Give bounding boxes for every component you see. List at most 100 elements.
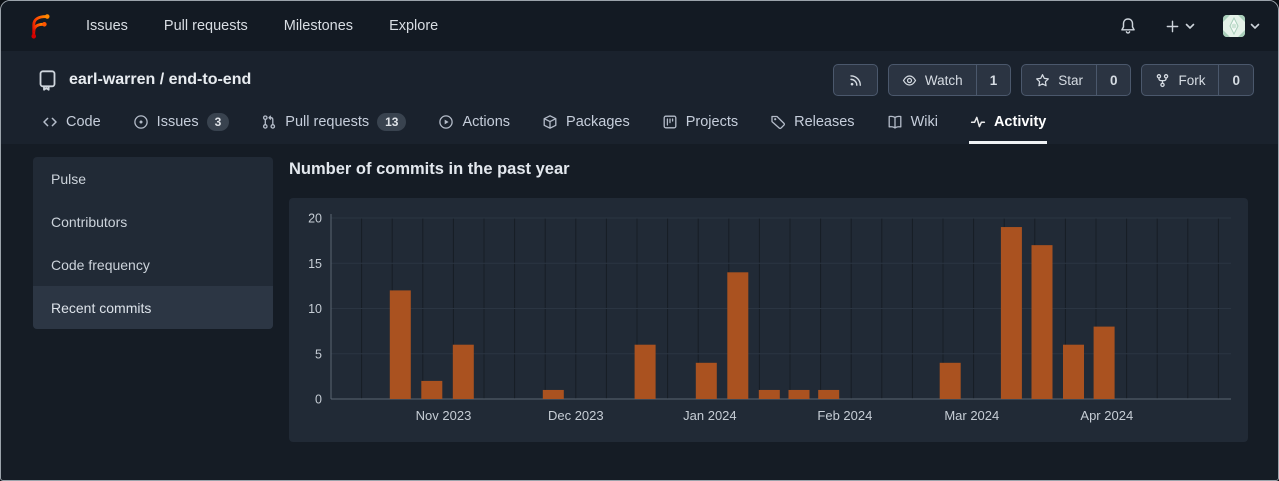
tab-activity[interactable]: Activity [968, 102, 1048, 144]
issue-opened-icon [133, 114, 149, 130]
commit-bar[interactable] [788, 389, 810, 399]
eye-icon [902, 74, 917, 86]
commits-bar-chart: 0 5 10 15 20 Nov 2023 Dec 2023 Jan 2024 Feb 2024… [308, 212, 1231, 423]
commit-bar[interactable] [695, 362, 717, 399]
pull-requests-count-badge: 13 [377, 112, 407, 131]
play-circle-icon [438, 114, 454, 130]
fork-button[interactable]: Fork 0 [1141, 64, 1254, 96]
sidebar-item-code-frequency[interactable]: Code frequency [51, 256, 150, 273]
package-icon [542, 114, 558, 130]
commit-bar[interactable] [452, 344, 474, 399]
rss-feed-button[interactable] [832, 64, 878, 96]
tab-label: Wiki [910, 113, 938, 130]
commits-chart-panel: 0 5 10 15 20 Nov 2023 Dec 2023 Jan 2024 Feb 2024… [289, 198, 1248, 442]
x-axis-month-label: Nov 2023 [416, 408, 472, 423]
commit-bar[interactable] [818, 389, 840, 399]
issues-count-badge: 3 [206, 112, 230, 131]
tab-label: Actions [462, 113, 511, 130]
repo-tabs: Code Issues 3 Pull requests 13 [1, 102, 1278, 144]
chevron-down-icon [1185, 23, 1195, 30]
pull-request-icon [261, 114, 277, 130]
sidebar-item-contributors[interactable]: Contributors [51, 213, 128, 230]
activity-sidebar: Pulse Contributors Code frequency Recent… [33, 157, 273, 329]
repo-title[interactable]: earl-warren / end-to-end [69, 71, 252, 88]
activity-content: Pulse Contributors Code frequency Recent… [1, 144, 1278, 442]
user-menu[interactable] [1223, 15, 1260, 37]
repo-icon [37, 69, 58, 91]
commit-bar[interactable] [1093, 326, 1115, 399]
x-axis-month-label: Mar 2024 [944, 408, 999, 423]
repo-header: earl-warren / end-to-end [1, 51, 1278, 144]
commit-bar[interactable] [1000, 227, 1022, 399]
star-label: Star [1058, 72, 1083, 88]
watch-count[interactable]: 1 [975, 65, 1011, 95]
tab-label: Pull requests [285, 113, 370, 130]
top-navbar: Issues Pull requests Milestones Explore [1, 1, 1278, 51]
commit-bar[interactable] [1031, 245, 1053, 399]
tag-icon [770, 114, 786, 130]
y-axis-tick-label: 10 [308, 302, 322, 316]
fork-icon [1157, 73, 1169, 87]
commit-bar[interactable] [1063, 344, 1084, 399]
fork-count[interactable]: 0 [1218, 65, 1253, 95]
tab-pull-requests[interactable]: Pull requests 13 [260, 102, 407, 144]
x-axis-month-label: Apr 2024 [1080, 408, 1133, 423]
notifications-bell-icon[interactable] [1119, 17, 1137, 35]
main-nav: Issues Pull requests Milestones Explore [86, 18, 438, 34]
y-axis-tick-label: 5 [315, 347, 322, 361]
chart-section: Number of commits in the past year 0 5 10 1… [289, 157, 1248, 442]
forgejo-logo-icon[interactable] [27, 13, 54, 40]
fork-label: Fork [1178, 72, 1206, 88]
y-axis-tick-label: 15 [308, 257, 322, 271]
nav-explore[interactable]: Explore [389, 18, 439, 34]
nav-milestones[interactable]: Milestones [283, 18, 354, 34]
tab-label: Code [66, 113, 101, 130]
commit-bar[interactable] [542, 389, 564, 399]
tab-label: Issues [156, 113, 199, 130]
sidebar-item-pulse[interactable]: Pulse [51, 170, 87, 187]
x-axis-month-label: Dec 2023 [548, 408, 604, 423]
star-button[interactable]: Star 0 [1021, 64, 1132, 96]
pulse-icon [970, 114, 986, 130]
tab-code[interactable]: Code [41, 102, 102, 144]
watch-button[interactable]: Watch 1 [887, 64, 1012, 96]
create-new-button[interactable] [1165, 19, 1195, 34]
star-count[interactable]: 0 [1095, 65, 1131, 95]
navbar-right [1119, 15, 1260, 37]
sidebar-item-recent-commits[interactable]: Recent commits [33, 286, 273, 329]
tab-actions[interactable]: Actions [437, 102, 511, 144]
repo-title-row: earl-warren / end-to-end [1, 51, 1278, 103]
chart-title: Number of commits in the past year [289, 160, 570, 178]
y-axis-tick-label: 20 [308, 212, 322, 226]
nav-pull-requests[interactable]: Pull requests [163, 18, 248, 34]
commit-bar[interactable] [939, 362, 961, 399]
watch-label: Watch [924, 72, 963, 88]
x-axis-month-label: Jan 2024 [683, 408, 737, 423]
project-board-icon [662, 114, 678, 130]
chevron-down-icon [1250, 23, 1260, 30]
tab-issues[interactable]: Issues 3 [132, 102, 231, 144]
x-axis-month-label: Feb 2024 [817, 408, 872, 423]
commit-bar[interactable] [421, 380, 443, 399]
tab-label: Activity [993, 113, 1047, 130]
nav-issues[interactable]: Issues [86, 18, 128, 34]
code-icon [42, 114, 58, 130]
tab-label: Projects [685, 113, 739, 130]
commit-bar[interactable] [727, 272, 749, 399]
star-icon [1036, 73, 1050, 86]
avatar [1223, 15, 1245, 37]
repo-action-buttons: Watch 1 Star 0 [832, 64, 1254, 96]
commit-bar[interactable] [758, 389, 780, 399]
tab-wiki[interactable]: Wiki [886, 102, 939, 144]
rss-icon [834, 65, 877, 95]
plus-icon [1166, 20, 1179, 32]
book-icon [887, 114, 903, 130]
tab-label: Packages [566, 113, 630, 130]
y-axis-tick-label: 0 [315, 393, 322, 407]
tab-projects[interactable]: Projects [661, 102, 739, 144]
commit-bar[interactable] [634, 344, 656, 399]
tab-packages[interactable]: Packages [541, 102, 631, 144]
tab-releases[interactable]: Releases [769, 102, 855, 144]
commit-bar[interactable] [389, 290, 411, 399]
